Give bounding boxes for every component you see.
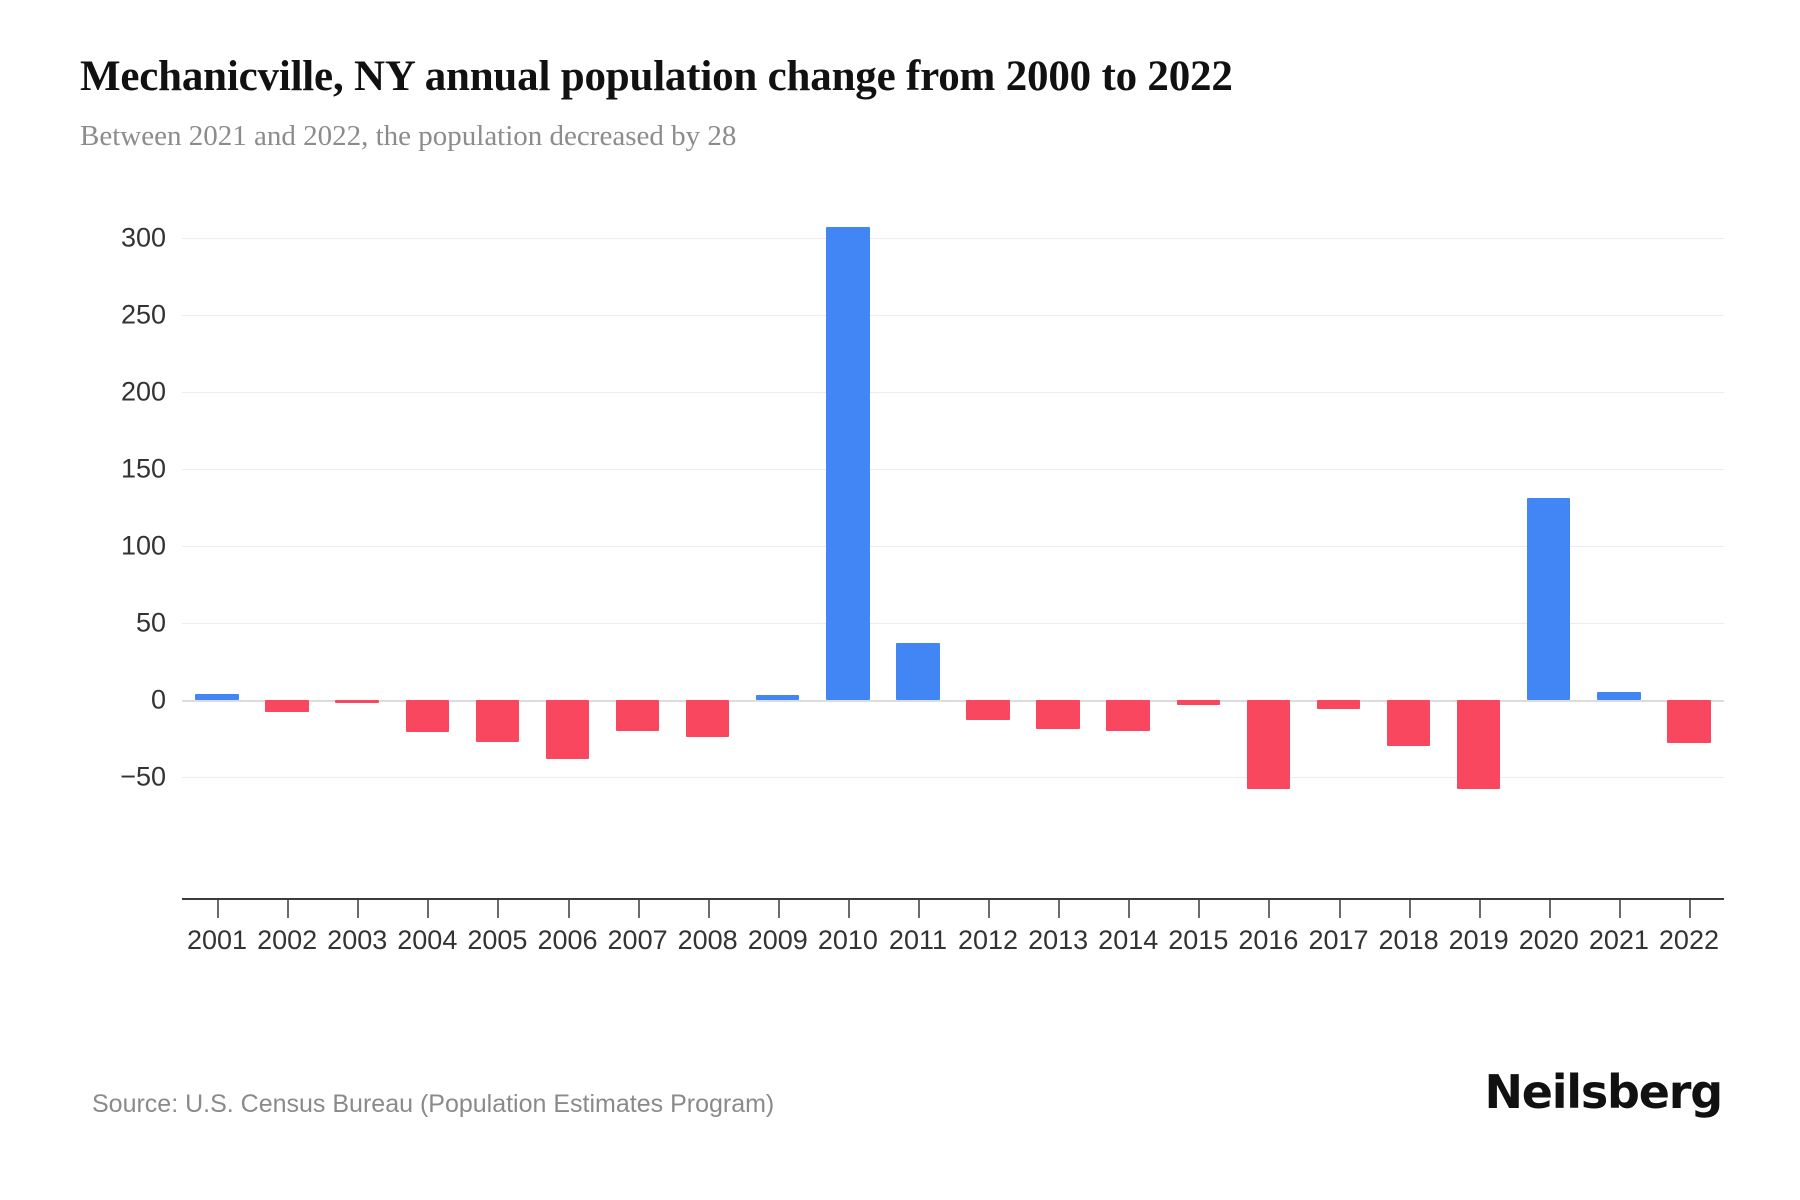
x-axis-tick-label: 2008	[677, 925, 738, 955]
x-axis-tick	[777, 900, 780, 918]
x-axis-tick	[847, 900, 850, 918]
bar-2012[interactable]	[966, 700, 1010, 721]
x-axis-tick	[1548, 900, 1551, 918]
x-axis-line	[182, 898, 1724, 900]
x-axis-tick	[357, 900, 360, 918]
x-axis-tick	[1058, 900, 1061, 918]
x-axis-tick-label: 2006	[537, 925, 598, 955]
x-axis-tick-label: 2016	[1238, 925, 1299, 955]
gridline	[182, 238, 1724, 239]
y-axis-tick-label: 50	[135, 607, 166, 638]
x-axis-tick-label: 2003	[327, 925, 388, 955]
bar-2004[interactable]	[405, 700, 450, 733]
page-subtitle: Between 2021 and 2022, the population de…	[80, 120, 737, 152]
x-axis-tick-label: 2022	[1658, 925, 1719, 955]
x-axis-tick	[427, 900, 430, 918]
x-axis-tick	[1408, 900, 1411, 918]
bar-2022[interactable]	[1667, 700, 1711, 744]
bar-series	[182, 227, 1724, 900]
y-axis-tick-label: 150	[120, 453, 166, 484]
y-axis-tick-label: 200	[120, 376, 166, 407]
y-axis-tick-label: −50	[120, 761, 166, 792]
x-axis-tick-label: 2012	[957, 925, 1019, 955]
x-axis-tick	[1128, 900, 1131, 918]
x-axis-tick-label: 2011	[888, 925, 947, 955]
x-axis-tick	[567, 900, 570, 918]
source-note: Source: U.S. Census Bureau (Population E…	[92, 1090, 775, 1118]
bar-2013[interactable]	[1036, 700, 1080, 730]
bar-2014[interactable]	[1106, 700, 1150, 731]
x-axis-tick-label: 2010	[817, 925, 878, 955]
x-axis-tick	[637, 900, 640, 918]
bar-2005[interactable]	[475, 700, 520, 742]
gridline	[182, 469, 1724, 470]
x-axis-tick-label: 2014	[1098, 925, 1159, 955]
bar-2015[interactable]	[1176, 700, 1221, 705]
x-axis-tick	[1198, 900, 1201, 918]
x-axis-tick	[1618, 900, 1621, 918]
bar-2010[interactable]	[826, 227, 870, 700]
x-axis-tick-label: 2020	[1518, 925, 1579, 955]
x-axis-tick	[497, 900, 500, 918]
y-axis-tick-label: 250	[120, 299, 166, 330]
zero-gridline	[182, 700, 1724, 702]
x-axis-tick	[1478, 900, 1481, 918]
x-axis-tick-label: 2007	[607, 925, 668, 955]
x-axis-tick-label: 2019	[1448, 925, 1509, 955]
y-axis-tick-label: 300	[120, 222, 166, 253]
x-axis-tick	[287, 900, 290, 918]
bar-2017[interactable]	[1316, 700, 1361, 710]
bar-2006[interactable]	[545, 700, 590, 759]
x-axis-tick-label: 2009	[747, 925, 808, 955]
x-axis-tick	[988, 900, 991, 918]
x-axis-tick	[1338, 900, 1341, 918]
brand-logo: Neilsberg	[1484, 1065, 1723, 1119]
x-axis-tick-label: 2015	[1168, 925, 1229, 955]
x-axis-tick-label: 2002	[257, 925, 318, 955]
x-axis-tick	[1268, 900, 1271, 918]
bar-2021[interactable]	[1597, 692, 1641, 700]
bar-2011[interactable]	[896, 643, 940, 700]
gridline	[182, 392, 1724, 393]
x-axis-tick-label: 2021	[1588, 925, 1649, 955]
x-axis-tick-label: 2018	[1378, 925, 1439, 955]
x-axis-tick	[707, 900, 710, 918]
bar-2018[interactable]	[1386, 700, 1431, 747]
x-axis-tick-label: 2005	[467, 925, 528, 955]
bar-2007[interactable]	[615, 700, 660, 731]
y-axis-tick-label: 100	[120, 530, 166, 561]
bar-2009[interactable]	[756, 695, 800, 700]
bar-2020[interactable]	[1527, 498, 1571, 700]
bar-2008[interactable]	[685, 700, 730, 737]
gridline	[182, 546, 1724, 547]
bar-2002[interactable]	[265, 700, 309, 713]
gridline	[182, 623, 1724, 624]
x-axis-tick-label: 2013	[1028, 925, 1089, 955]
plot-area: 300 250 200 150 100 50 0 −50	[120, 223, 1724, 900]
bar-2016[interactable]	[1246, 700, 1291, 790]
x-axis-tick	[917, 900, 920, 918]
bar-2019[interactable]	[1456, 700, 1501, 790]
y-axis-tick-label: 0	[150, 684, 166, 715]
x-axis-tick-label: 2017	[1308, 925, 1369, 955]
bar-2001[interactable]	[195, 693, 239, 700]
gridline	[182, 315, 1724, 316]
gridline	[182, 777, 1724, 778]
x-axis-tick	[217, 900, 220, 918]
x-axis-tick	[1688, 900, 1691, 918]
x-axis-tick-label: 2001	[186, 925, 248, 955]
x-axis-tick-label: 2004	[397, 925, 458, 955]
page-title: Mechanicville, NY annual population chan…	[80, 53, 1233, 100]
bar-2003[interactable]	[335, 700, 379, 704]
